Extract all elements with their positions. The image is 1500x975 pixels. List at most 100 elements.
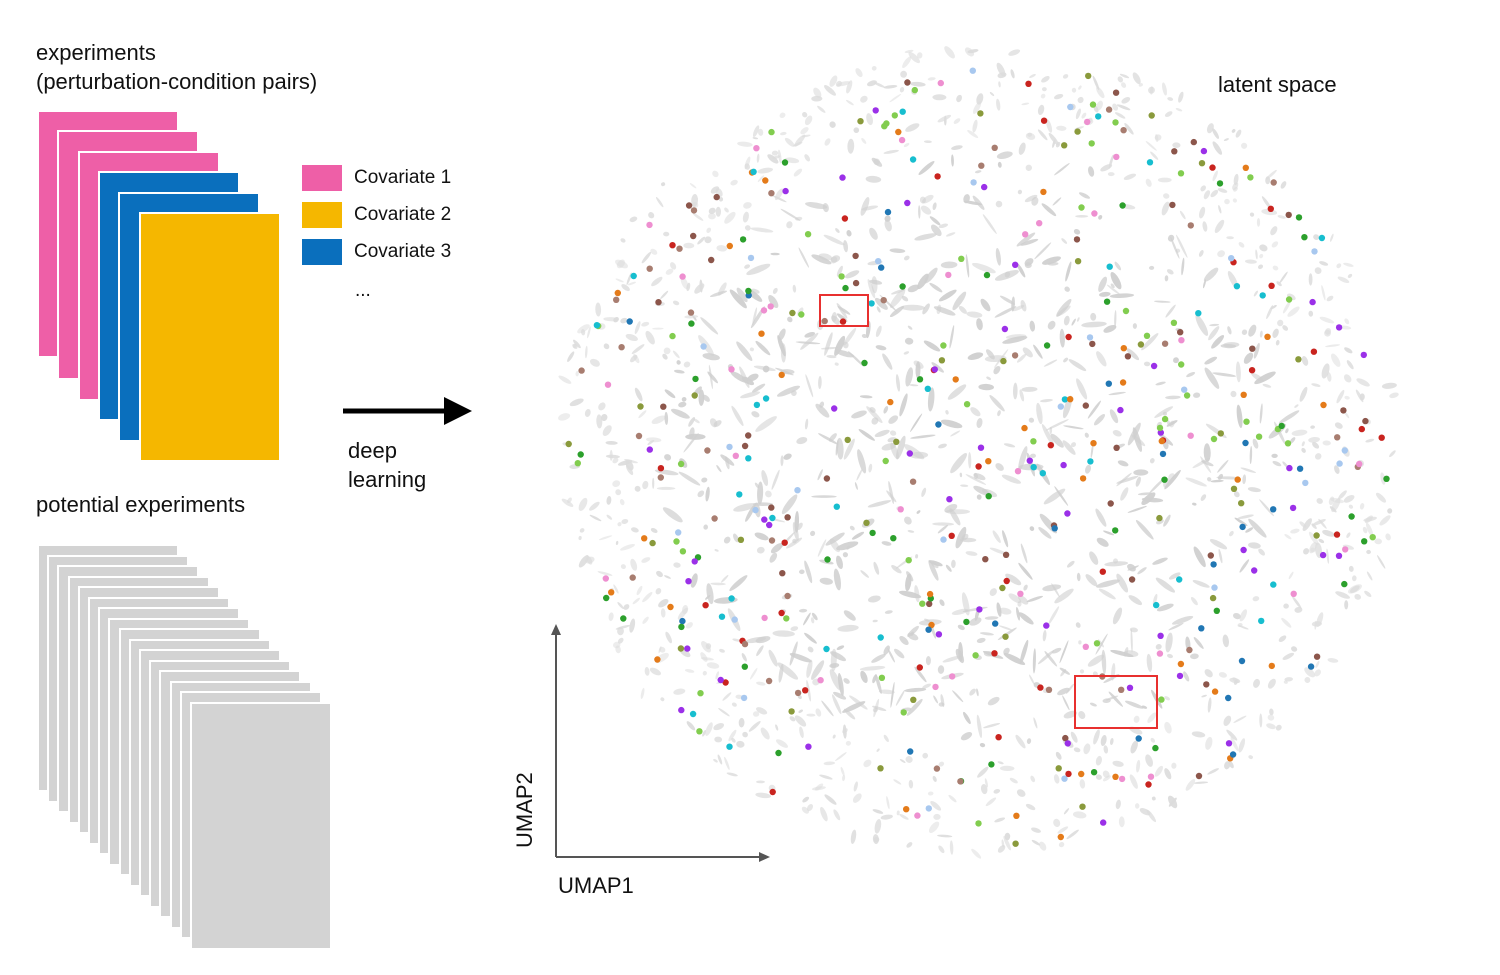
latent-background-blob: [656, 570, 663, 578]
latent-point: [768, 190, 775, 197]
latent-background-blob: [1046, 119, 1053, 133]
latent-point: [1198, 625, 1205, 632]
latent-point: [905, 557, 912, 564]
latent-background-blob: [1233, 715, 1247, 723]
latent-background-blob: [1308, 531, 1319, 546]
latent-point: [805, 743, 812, 750]
latent-background-blob: [615, 540, 619, 545]
latent-background-blob: [1259, 499, 1275, 517]
latent-point: [907, 748, 914, 755]
latent-point: [578, 367, 585, 374]
latent-background-blob: [798, 247, 810, 268]
latent-background-blob: [1271, 453, 1278, 459]
latent-background-blob: [1338, 490, 1347, 500]
latent-point: [1157, 632, 1164, 639]
latent-point: [1320, 401, 1327, 409]
latent-background-blob: [1200, 456, 1212, 473]
latent-background-blob: [1164, 469, 1181, 490]
latent-background-blob: [1073, 747, 1081, 753]
latent-point: [717, 676, 724, 684]
latent-background-blob: [904, 687, 927, 693]
latent-background-blob: [719, 648, 725, 653]
latent-background-blob: [826, 355, 837, 359]
latent-background-blob: [775, 739, 789, 748]
latent-background-blob: [949, 325, 955, 349]
latent-point: [983, 271, 991, 279]
latent-background-blob: [1152, 593, 1158, 606]
latent-background-blob: [1203, 267, 1219, 282]
latent-background-blob: [589, 501, 600, 511]
latent-background-blob: [918, 160, 935, 176]
latent-background-blob: [722, 692, 732, 701]
latent-background-blob: [1282, 325, 1289, 331]
latent-background-blob: [1017, 263, 1026, 278]
latent-background-blob: [1121, 96, 1131, 104]
latent-background-blob: [1077, 96, 1084, 104]
latent-background-blob: [997, 410, 1001, 417]
latent-background-blob: [602, 425, 612, 436]
latent-point: [931, 366, 938, 373]
latent-point: [626, 318, 633, 325]
latent-point: [1333, 531, 1341, 538]
latent-point: [1065, 333, 1072, 341]
latent-background-blob: [1214, 219, 1225, 234]
latent-background-blob: [1236, 404, 1243, 429]
latent-point: [1043, 622, 1050, 629]
latent-background-blob: [1130, 740, 1138, 754]
latent-background-blob: [1084, 464, 1092, 474]
latent-background-blob: [1314, 669, 1321, 677]
latent-background-blob: [589, 358, 600, 367]
latent-background-blob: [1037, 104, 1045, 115]
latent-background-blob: [957, 624, 965, 631]
latent-background-blob: [836, 303, 848, 319]
latent-background-blob: [1029, 674, 1035, 685]
latent-point: [741, 663, 748, 670]
latent-background-blob: [1216, 476, 1241, 480]
latent-point: [722, 679, 729, 686]
latent-background-blob: [927, 387, 935, 412]
latent-point: [577, 451, 584, 458]
latent-point: [1061, 142, 1068, 149]
latent-background-blob: [606, 496, 612, 505]
latent-background-blob: [1165, 632, 1173, 653]
latent-background-blob: [1070, 731, 1078, 743]
latent-point: [1176, 576, 1183, 583]
latent-background-blob: [984, 778, 988, 788]
latent-background-blob: [1168, 572, 1181, 580]
latent-background-blob: [1163, 514, 1171, 527]
latent-background-blob: [1185, 779, 1196, 791]
latent-background-blob: [612, 457, 619, 464]
latent-background-blob: [1031, 839, 1041, 846]
latent-background-blob: [883, 85, 898, 89]
latent-background-blob: [609, 449, 613, 461]
latent-background-blob: [801, 134, 811, 138]
latent-background-blob: [937, 524, 949, 534]
latent-background-blob: [702, 394, 710, 402]
latent-background-blob: [1076, 572, 1081, 582]
latent-background-blob: [693, 418, 700, 424]
latent-background-blob: [1070, 442, 1077, 448]
latent-point: [784, 592, 791, 600]
latent-background-blob: [1151, 796, 1156, 801]
latent-background-blob: [916, 510, 921, 514]
latent-background-blob: [1054, 588, 1074, 604]
latent-background-blob: [1114, 310, 1117, 328]
latent-background-blob: [1359, 503, 1365, 510]
latent-background-blob: [976, 688, 979, 697]
latent-background-blob: [713, 758, 718, 763]
latent-background-blob: [1056, 305, 1071, 317]
latent-background-blob: [663, 347, 671, 355]
latent-point: [1057, 833, 1065, 841]
latent-background-blob: [1294, 606, 1303, 613]
latent-background-blob: [1356, 378, 1370, 387]
latent-point: [697, 690, 704, 697]
latent-background-blob: [846, 230, 852, 237]
latent-background-blob: [932, 775, 937, 782]
latent-point: [685, 578, 692, 585]
latent-background-blob: [624, 458, 638, 464]
latent-background-blob: [752, 307, 758, 326]
latent-background-blob: [664, 389, 676, 399]
latent-background-blob: [889, 289, 906, 308]
latent-background-blob: [1042, 630, 1047, 642]
latent-background-blob: [1145, 754, 1153, 767]
